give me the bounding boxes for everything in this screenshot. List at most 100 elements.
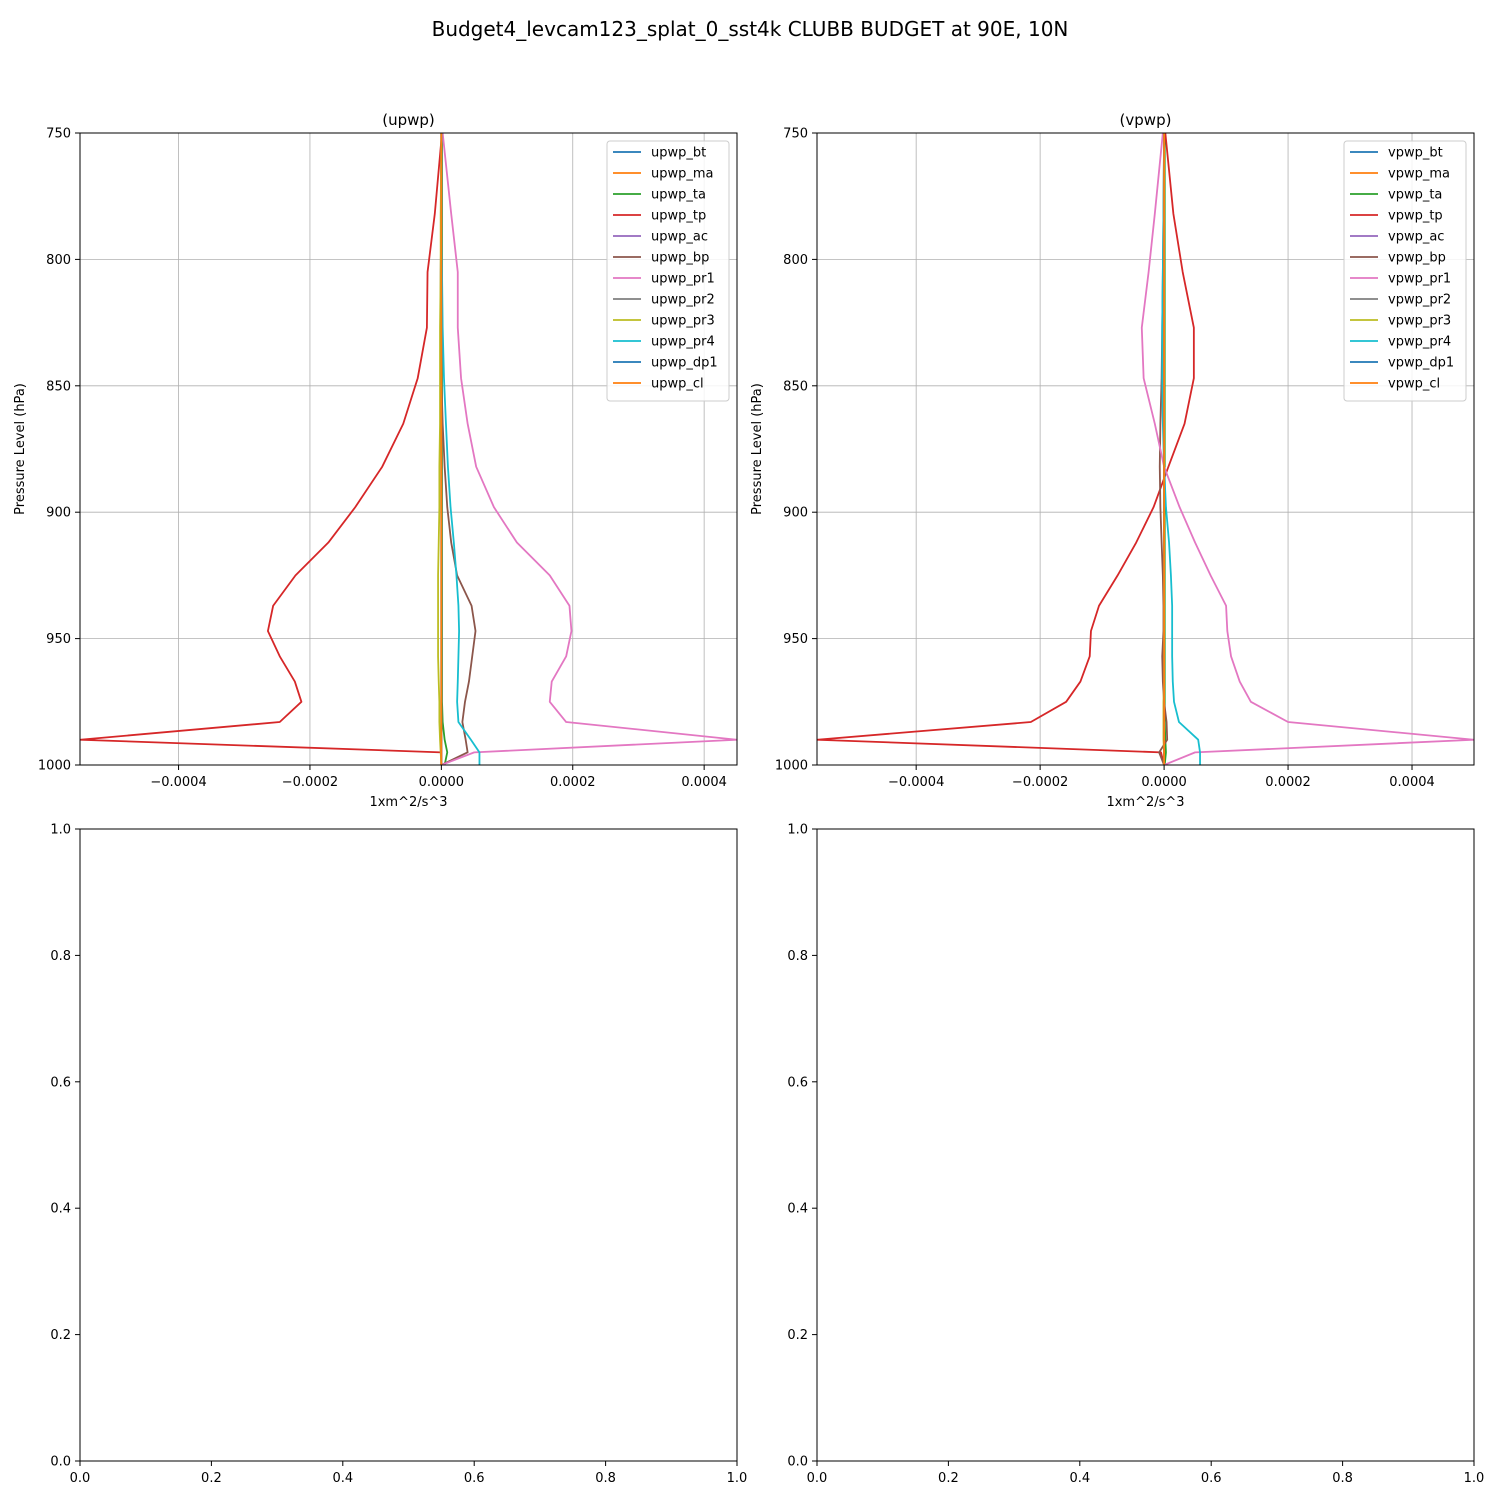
y-tick-label: 950 [783, 632, 808, 647]
x-tick-label: 0.8 [595, 1471, 616, 1486]
y-tick-label: 1000 [775, 759, 808, 774]
series-line-upwp_tp [80, 133, 443, 765]
legend-label-vpwp_ta: vpwp_ta [1388, 188, 1442, 203]
y-tick-label: 900 [783, 506, 808, 521]
x-tick-label: −0.0002 [282, 775, 338, 790]
y-tick-label: 950 [46, 632, 71, 647]
legend-label-upwp_pr3: upwp_pr3 [651, 314, 715, 329]
x-tick-label: −0.0004 [888, 775, 944, 790]
axes-frame [816, 132, 1475, 766]
legend: vpwp_bt vpwp_ma vpwp_ta vpwp_tp vpwp_ac vpwp_… [1343, 140, 1467, 402]
series-line-upwp_pr4 [440, 133, 481, 765]
x-tick-label: 0.0000 [419, 775, 465, 790]
legend-box [606, 140, 730, 402]
legend-label-vpwp_dp1: vpwp_dp1 [1388, 356, 1454, 371]
y-tick-label: 0.8 [787, 949, 808, 964]
series-line-vpwp_tp [817, 133, 1195, 765]
panels: −0.0004 −0.0002 0.0000 0.0002 0.0004 750 800 85… [13, 111, 1484, 1486]
series-group [80, 133, 737, 765]
x-tick-label: −0.0002 [1012, 775, 1068, 790]
axes-frame [816, 828, 1475, 1462]
y-tick-label: 800 [46, 253, 71, 268]
series-line-vpwp_pr4 [1161, 133, 1201, 765]
y-tick-label: 1.0 [787, 823, 808, 838]
x-tick-label: 0.8 [1332, 1471, 1353, 1486]
panel-1: −0.0004 −0.0002 0.0000 0.0002 0.0004 750 800 85… [13, 111, 738, 810]
y-tick-label: 0.0 [787, 1455, 808, 1470]
legend-label-vpwp_bt: vpwp_bt [1388, 146, 1443, 161]
x-tick-label: 0.2 [201, 1471, 222, 1486]
legend-label-upwp_dp1: upwp_dp1 [651, 356, 718, 371]
y-tick-label: 1000 [38, 759, 71, 774]
series-group [817, 133, 1474, 765]
x-axis-label: 1xm^2/s^3 [1106, 795, 1184, 810]
legend-label-vpwp_pr3: vpwp_pr3 [1388, 314, 1451, 329]
axes-frame [79, 828, 738, 1462]
y-tick-label: 0.0 [50, 1455, 71, 1470]
x-tick-label: 0.0000 [1141, 775, 1187, 790]
panel-2: −0.0004 −0.0002 0.0000 0.0002 0.0004 750 800 85… [750, 111, 1475, 810]
y-tick-label: 0.6 [787, 1075, 808, 1090]
legend-label-upwp_pr4: upwp_pr4 [651, 335, 715, 350]
legend-box [1343, 140, 1467, 402]
legend-label-vpwp_pr4: vpwp_pr4 [1388, 335, 1451, 350]
y-axis-label: Pressure Level (hPa) [750, 383, 765, 515]
legend-label-upwp_ma: upwp_ma [651, 167, 714, 182]
legend-label-upwp_bp: upwp_bp [651, 251, 709, 266]
legend-label-upwp_ac: upwp_ac [651, 230, 708, 245]
legend-label-vpwp_cl: vpwp_cl [1388, 377, 1440, 392]
panel-title: (upwp) [382, 111, 435, 129]
y-tick-label: 800 [783, 253, 808, 268]
x-tick-label: 0.6 [1201, 1471, 1222, 1486]
x-tick-label: 0.0 [70, 1471, 91, 1486]
legend-label-vpwp_bp: vpwp_bp [1388, 251, 1446, 266]
x-tick-label: 0.0004 [1389, 775, 1435, 790]
x-tick-label: 0.4 [1069, 1471, 1090, 1486]
legend-label-upwp_bt: upwp_bt [651, 146, 706, 161]
y-tick-label: 0.2 [787, 1328, 808, 1343]
series-line-vpwp_pr1 [1140, 133, 1474, 765]
panel-4: 0.0 0.2 0.4 0.6 0.8 1.0 0.0 0.2 0.4 0.6 0.8 1.0 [787, 823, 1484, 1487]
legend-label-vpwp_pr1: vpwp_pr1 [1388, 272, 1451, 287]
x-tick-label: 0.0002 [550, 775, 596, 790]
panel-title: (vpwp) [1120, 111, 1172, 129]
x-tick-label: 0.2 [938, 1471, 959, 1486]
x-tick-label: 1.0 [727, 1471, 748, 1486]
x-tick-label: 0.0002 [1265, 775, 1311, 790]
legend-label-upwp_tp: upwp_tp [651, 209, 706, 224]
x-tick-label: 0.6 [464, 1471, 485, 1486]
x-axis-label: 1xm^2/s^3 [369, 795, 447, 810]
legend-label-vpwp_tp: vpwp_tp [1388, 209, 1443, 224]
panel-3: 0.0 0.2 0.4 0.6 0.8 1.0 0.0 0.2 0.4 0.6 0.8 1.0 [50, 823, 747, 1487]
y-tick-label: 0.6 [50, 1075, 71, 1090]
y-tick-label: 0.4 [50, 1202, 71, 1217]
legend-label-upwp_pr2: upwp_pr2 [651, 293, 715, 308]
x-tick-label: −0.0004 [150, 775, 206, 790]
x-tick-label: 0.0004 [681, 775, 727, 790]
legend-label-vpwp_ac: vpwp_ac [1388, 230, 1444, 245]
figure-suptitle: Budget4_levcam123_splat_0_sst4k CLUBB BU… [432, 17, 1069, 41]
y-tick-label: 850 [46, 379, 71, 394]
x-tick-label: 0.4 [332, 1471, 353, 1486]
x-tick-label: 1.0 [1464, 1471, 1485, 1486]
legend-label-vpwp_pr2: vpwp_pr2 [1388, 293, 1451, 308]
legend-label-upwp_pr1: upwp_pr1 [651, 272, 715, 287]
axes-frame [79, 132, 738, 766]
legend-label-upwp_cl: upwp_cl [651, 377, 704, 392]
y-tick-label: 900 [46, 506, 71, 521]
y-tick-label: 0.8 [50, 949, 71, 964]
legend-label-vpwp_ma: vpwp_ma [1388, 167, 1450, 182]
series-line-upwp_pr1 [441, 133, 737, 765]
y-tick-label: 0.2 [50, 1328, 71, 1343]
y-tick-label: 750 [783, 127, 808, 142]
y-tick-label: 0.4 [787, 1202, 808, 1217]
x-tick-label: 0.0 [807, 1471, 828, 1486]
legend-label-upwp_ta: upwp_ta [651, 188, 706, 203]
y-tick-label: 750 [46, 127, 71, 142]
y-tick-label: 1.0 [50, 823, 71, 838]
y-axis-label: Pressure Level (hPa) [13, 383, 28, 515]
series-line-upwp_pr3 [437, 133, 443, 765]
y-tick-label: 850 [783, 379, 808, 394]
legend: upwp_bt upwp_ma upwp_ta upwp_tp upwp_ac upwp_… [606, 140, 730, 402]
